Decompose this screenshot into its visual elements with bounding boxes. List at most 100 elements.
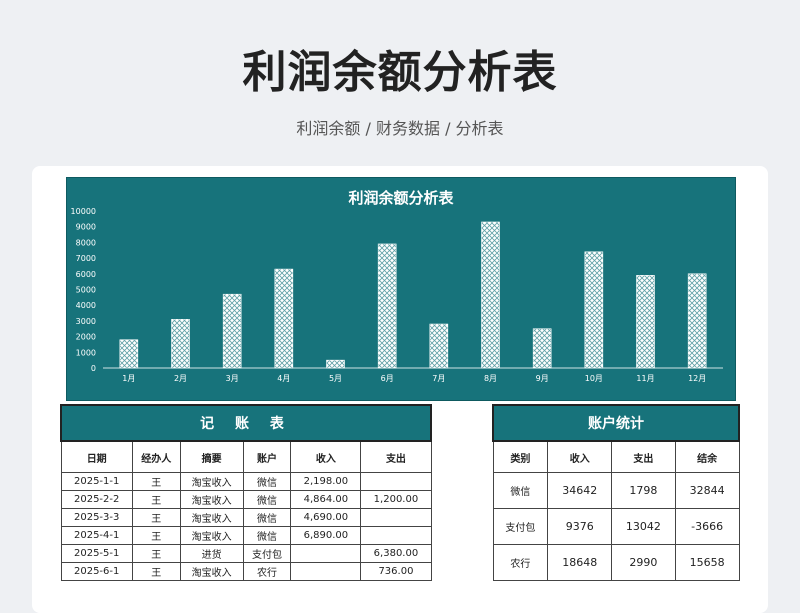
x-tick-label: 8月 [484,374,497,383]
bar [326,359,345,369]
x-tick-label: 4月 [277,374,290,383]
table-cell[interactable]: 2,198.00 [290,472,362,491]
column-header: 类别 [492,440,549,473]
bar [532,328,552,369]
table-cell[interactable]: 微信 [242,526,292,545]
y-tick-label: 8000 [76,238,96,247]
table-cell[interactable]: 4,690.00 [290,508,362,527]
bar [584,251,604,369]
column-header: 收入 [547,440,613,473]
column-header: 摘要 [179,440,244,473]
y-tick-label: 3000 [76,317,96,326]
table-cell[interactable] [360,508,432,527]
table-cell[interactable]: 淘宝收入 [179,490,244,509]
y-tick-label: 4000 [76,301,96,310]
table-cell[interactable] [290,544,362,563]
column-header: 支出 [611,440,676,473]
table-cell[interactable]: 2025-3-3 [60,508,133,527]
table-cell[interactable]: 18648 [547,544,613,581]
account-stats-table: 账户统计 类别 收入 支出 结余 微信 34642 1798 32844 支付包 9376 130… [492,404,740,581]
table-cell[interactable]: 微信 [242,490,292,509]
table-row: 2025-6-1 王淘宝收入 农行 736.00 [60,562,432,581]
x-tick-label: 7月 [432,374,445,383]
table-cell[interactable]: 2025-2-2 [60,490,133,509]
bar [429,323,449,369]
table-cell[interactable]: 王 [131,472,181,491]
table-row: 2025-4-1 王淘宝收入 微信 6,890.00 [60,526,432,545]
table-cell[interactable]: 王 [131,562,181,581]
table-cell[interactable]: 4,864.00 [290,490,362,509]
y-tick-label: 10000 [71,207,96,216]
table-cell[interactable]: 淘宝收入 [179,562,244,581]
y-tick-label: 9000 [76,223,96,232]
table-cell[interactable]: 王 [131,508,181,527]
table-cell[interactable] [360,526,432,545]
column-header: 结余 [674,440,740,473]
table-cell[interactable] [290,562,362,581]
table-cell[interactable]: 2025-4-1 [60,526,133,545]
table-cell[interactable]: 王 [131,526,181,545]
table-cell[interactable]: 2025-1-1 [60,472,133,491]
bar [222,293,242,369]
table-cell[interactable]: 微信 [242,508,292,527]
table-cell[interactable]: 2990 [611,544,676,581]
column-header: 账户 [242,440,292,473]
profit-bar-chart: 利润余额分析表 0 1000 2000 3000 4000 5000 6000 7000 8000… [66,177,736,401]
table-cell[interactable]: 13042 [611,508,676,545]
table-cell[interactable]: -3666 [674,508,740,545]
table-cell[interactable]: 淘宝收入 [179,526,244,545]
y-tick-label: 2000 [76,333,96,342]
table-cell[interactable]: 736.00 [360,562,432,581]
table-cell[interactable]: 15658 [674,544,740,581]
y-tick-label: 7000 [76,254,96,263]
y-tick-label: 1000 [76,348,96,357]
table-cell[interactable]: 6,380.00 [360,544,432,563]
chart-svg: 利润余额分析表 0 1000 2000 3000 4000 5000 6000 7000 8000… [71,189,723,383]
table-row: 农行 18648 2990 15658 [492,544,740,581]
x-tick-label: 9月 [536,374,549,383]
table-cell[interactable]: 淘宝收入 [179,508,244,527]
table-cell[interactable]: 1,200.00 [360,490,432,509]
bar [481,221,500,369]
account-caption: 账户统计 [492,404,740,442]
table-cell[interactable]: 2025-6-1 [60,562,133,581]
table-cell[interactable]: 34642 [547,472,613,509]
table-row: 微信 34642 1798 32844 [492,472,740,509]
table-cell[interactable]: 2025-5-1 [60,544,133,563]
table-cell[interactable]: 9376 [547,508,613,545]
table-cell[interactable]: 农行 [492,544,549,581]
bar [636,275,655,369]
table-cell[interactable]: 微信 [242,472,292,491]
column-header: 支出 [360,440,432,473]
table-cell[interactable] [360,472,432,491]
table-cell[interactable]: 微信 [492,472,549,509]
y-tick-label: 6000 [76,270,96,279]
page-title: 利润余额分析表 [242,47,558,98]
table-row: 2025-2-2 王淘宝收入 微信 4,864.00 1,200.00 [60,490,432,509]
account-header-row: 类别 收入 支出 结余 [492,440,740,473]
table-cell[interactable]: 进货 [179,544,244,563]
account-body: 微信 34642 1798 32844 支付包 9376 13042 -3666 农行 18648… [492,472,740,581]
content-card: 利润余额分析表 0 1000 2000 3000 4000 5000 6000 7000 8000… [32,166,768,613]
table-cell[interactable]: 王 [131,544,181,563]
bar [274,268,294,369]
ledger-header-row: 日期 经办人 摘要 账户 收入 支出 [60,440,432,473]
table-cell[interactable]: 王 [131,490,181,509]
table-cell[interactable]: 1798 [611,472,676,509]
table-cell[interactable]: 农行 [242,562,292,581]
bar [377,243,397,369]
ledger-body: 2025-1-1 王淘宝收入 微信 2,198.00 2025-2-2 王淘宝收入 微信 4,… [60,472,432,581]
x-tick-label: 10月 [585,374,603,383]
x-tick-label: 1月 [122,374,135,383]
table-row: 支付包 9376 13042 -3666 [492,508,740,545]
table-cell[interactable]: 支付包 [242,544,292,563]
chart-title: 利润余额分析表 [348,189,454,207]
column-header: 经办人 [131,440,181,473]
x-tick-label: 5月 [329,374,342,383]
table-cell[interactable]: 支付包 [492,508,549,545]
ledger-table: 记 账 表 日期 经办人 摘要 账户 收入 支出 2025-1-1 王淘宝收入 微信 2,198… [60,404,432,581]
table-cell[interactable]: 32844 [674,472,740,509]
table-cell[interactable]: 淘宝收入 [179,472,244,491]
table-row: 2025-5-1 王进货 支付包 6,380.00 [60,544,432,563]
table-cell[interactable]: 6,890.00 [290,526,362,545]
